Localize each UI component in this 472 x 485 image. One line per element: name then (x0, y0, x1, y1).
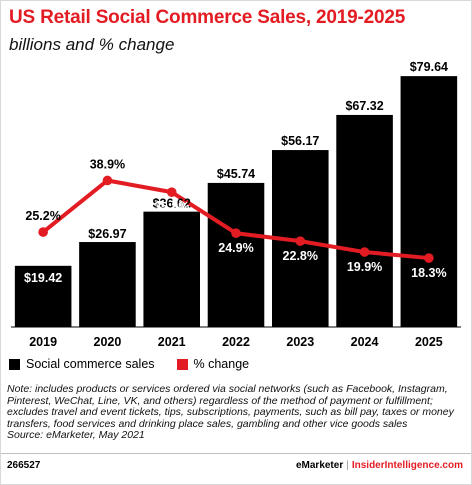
x-tick-label-2023: 2023 (286, 335, 314, 349)
legend-swatch-bar (9, 358, 20, 370)
change-point-2020 (102, 175, 113, 186)
change-label-2021: 35.8% (154, 200, 189, 214)
brand-emarketer: eMarketer (295, 460, 344, 471)
legend-swatch-line (176, 358, 188, 370)
chart-plot: $19.42 $26.97 $36.62 $45.74 $56.17 $67.32 $79.… (11, 60, 461, 349)
legend-label-change: % change (193, 357, 250, 371)
bar-2025 (400, 76, 458, 327)
bar-value-label-2025: $79.64 (410, 60, 448, 74)
brand-separator: | (346, 460, 349, 471)
change-label-2025: 18.3% (411, 266, 446, 280)
x-tick-label-2025: 2025 (415, 335, 443, 349)
source-text: Source: eMarketer, May 2021 (7, 429, 145, 442)
change-point-2025 (424, 253, 434, 263)
x-axis: 2019 2020 2021 2022 2023 2024 2025 (11, 326, 461, 349)
note-text: Note: includes products or services orde… (7, 383, 454, 430)
change-point-2021 (166, 187, 177, 197)
change-label-2019: 25.2% (25, 209, 60, 223)
bar-value-label-2023: $56.17 (281, 134, 319, 148)
brand-insider-intelligence: InsiderIntelligence.com (351, 460, 463, 471)
footer-brand: eMarketer | InsiderIntelligence.com (296, 460, 463, 471)
bar-value-label-2021: $36.62 (153, 197, 191, 211)
change-label-2022: 24.9% (218, 241, 253, 255)
x-tick-label-2021: 2021 (158, 335, 186, 349)
bar-value-label-2024: $67.32 (345, 99, 383, 113)
x-tick-label-2020: 2020 (94, 335, 122, 349)
legend: Social commerce sales % change (9, 357, 271, 371)
x-tick-label-2024: 2024 (351, 335, 379, 349)
bar-2024 (336, 114, 393, 327)
line-layer (38, 175, 434, 263)
change-label-2023: 22.8% (283, 249, 318, 263)
chart-id: 266527 (7, 460, 41, 471)
change-point-2023 (295, 236, 306, 246)
bar-2020 (79, 242, 136, 327)
legend-label-sales: Social commerce sales (26, 357, 155, 371)
chart-note: Note: includes products or services orde… (7, 383, 467, 442)
change-point-2024 (359, 247, 370, 257)
bar-value-label-2019: $19.42 (24, 271, 62, 285)
x-tick-label-2022: 2022 (222, 335, 250, 349)
legend-item-change: % change (176, 357, 250, 371)
chart-title: US Retail Social Commerce Sales, 2019-20… (9, 7, 406, 28)
x-tick-label-2019: 2019 (29, 335, 57, 349)
bar-2022 (207, 182, 265, 327)
bar-2021 (143, 211, 200, 327)
change-point-2019 (38, 227, 48, 237)
legend-item-sales: Social commerce sales (9, 357, 155, 371)
labels-layer: $19.42 $26.97 $36.62 $45.74 $56.17 $67.32 $79.… (24, 60, 448, 285)
change-label-2020: 38.9% (90, 157, 125, 171)
bar-2019 (14, 265, 72, 327)
bar-value-label-2020: $26.97 (88, 227, 126, 241)
bar-value-label-2022: $45.74 (217, 167, 255, 181)
footer-divider (1, 453, 471, 454)
change-label-2024: 19.9% (347, 260, 382, 274)
chart-subtitle: billions and % change (9, 35, 175, 54)
change-point-2022 (231, 228, 241, 239)
